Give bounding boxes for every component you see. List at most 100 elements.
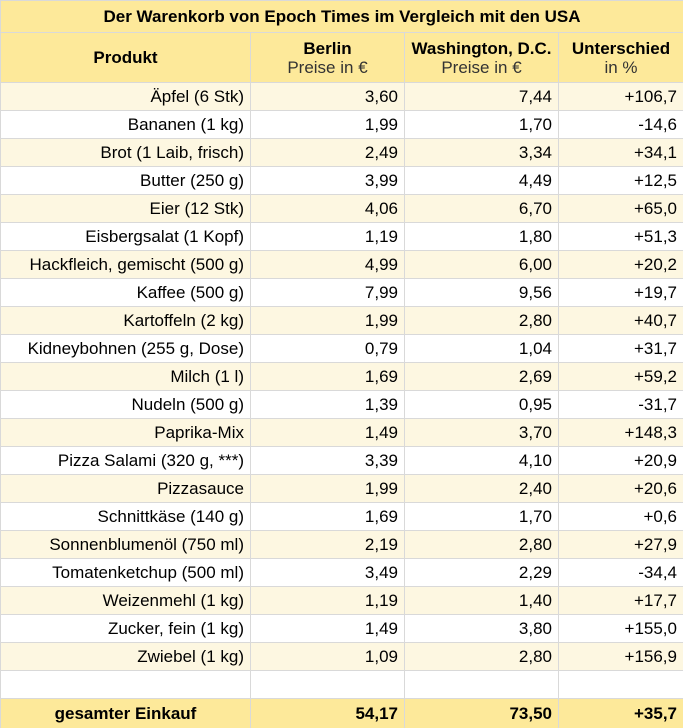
table-row: Pizza Salami (320 g, ***) 3,39 4,10 +20,9	[0, 446, 683, 475]
cell-product: Äpfel (6 Stk)	[0, 82, 251, 111]
cell-diff: +34,1	[558, 138, 683, 167]
header-washington: Washington, D.C. Preise in €	[404, 32, 559, 83]
cell-diff: +65,0	[558, 194, 683, 223]
table-row: Eier (12 Stk) 4,06 6,70 +65,0	[0, 194, 683, 223]
table-row: Hackfleich, gemischt (500 g) 4,99 6,00 +20,…	[0, 250, 683, 279]
cell-diff: +59,2	[558, 362, 683, 391]
cell-berlin: 7,99	[250, 278, 405, 307]
cell-diff: +40,7	[558, 306, 683, 335]
cell-berlin: 1,09	[250, 642, 405, 671]
table-row: Nudeln (500 g) 1,39 0,95 -31,7	[0, 390, 683, 419]
cell-diff: +0,6	[558, 502, 683, 531]
cell-washington: 4,10	[404, 446, 559, 475]
cell-berlin: 3,49	[250, 558, 405, 587]
cell-washington: 1,70	[404, 110, 559, 139]
cell-berlin: 1,99	[250, 474, 405, 503]
table-row: Schnittkäse (140 g) 1,69 1,70 +0,6	[0, 502, 683, 531]
cell-berlin: 0,79	[250, 334, 405, 363]
cell-product: Hackfleich, gemischt (500 g)	[0, 250, 251, 279]
cell-product: Butter (250 g)	[0, 166, 251, 195]
cell-berlin: 1,19	[250, 222, 405, 251]
table-row: Bananen (1 kg) 1,99 1,70 -14,6	[0, 110, 683, 139]
cell-diff: +12,5	[558, 166, 683, 195]
cell-berlin: 4,99	[250, 250, 405, 279]
spacer-row	[0, 670, 683, 699]
cell-washington: 4,49	[404, 166, 559, 195]
total-row: gesamter Einkauf 54,17 73,50 +35,7	[0, 698, 683, 728]
total-berlin: 54,17	[250, 698, 405, 728]
title-row: Der Warenkorb von Epoch Times im Verglei…	[0, 0, 683, 33]
header-diff-sub: in %	[604, 57, 638, 77]
header-berlin: Berlin Preise in €	[250, 32, 405, 83]
total-label: gesamter Einkauf	[0, 698, 251, 728]
cell-berlin: 1,49	[250, 418, 405, 447]
total-diff: +35,7	[558, 698, 683, 728]
table-row: Paprika-Mix 1,49 3,70 +148,3	[0, 418, 683, 447]
cell-product: Zwiebel (1 kg)	[0, 642, 251, 671]
cell-diff: +148,3	[558, 418, 683, 447]
cell-washington: 6,00	[404, 250, 559, 279]
cell-product: Tomatenketchup (500 ml)	[0, 558, 251, 587]
header-diff-label: Unterschied	[571, 38, 671, 58]
cell-product: Milch (1 l)	[0, 362, 251, 391]
cell-berlin: 1,69	[250, 362, 405, 391]
cell-berlin: 1,99	[250, 306, 405, 335]
cell-washington: 2,80	[404, 530, 559, 559]
cell-berlin: 1,99	[250, 110, 405, 139]
cell-product: Bananen (1 kg)	[0, 110, 251, 139]
cell-product: Weizenmehl (1 kg)	[0, 586, 251, 615]
cell-diff: +27,9	[558, 530, 683, 559]
cell-washington: 1,40	[404, 586, 559, 615]
cell-product: Sonnenblumenöl (750 ml)	[0, 530, 251, 559]
table-body: Äpfel (6 Stk) 3,60 7,44 +106,7 Bananen (1 kg…	[0, 82, 683, 671]
cell-diff: +155,0	[558, 614, 683, 643]
cell-berlin: 2,49	[250, 138, 405, 167]
cell-berlin: 1,49	[250, 614, 405, 643]
header-washington-label: Washington, D.C.	[411, 38, 552, 58]
header-berlin-sub: Preise in €	[287, 57, 368, 77]
table-row: Weizenmehl (1 kg) 1,19 1,40 +17,7	[0, 586, 683, 615]
header-berlin-label: Berlin	[303, 38, 352, 58]
cell-diff: +31,7	[558, 334, 683, 363]
cell-product: Eier (12 Stk)	[0, 194, 251, 223]
cell-berlin: 1,39	[250, 390, 405, 419]
total-washington: 73,50	[404, 698, 559, 728]
table-row: Kaffee (500 g) 7,99 9,56 +19,7	[0, 278, 683, 307]
cell-product: Pizza Salami (320 g, ***)	[0, 446, 251, 475]
cell-diff: +20,2	[558, 250, 683, 279]
header-product: Produkt	[0, 32, 251, 83]
cell-washington: 0,95	[404, 390, 559, 419]
table-row: Brot (1 Laib, frisch) 2,49 3,34 +34,1	[0, 138, 683, 167]
cell-diff: +19,7	[558, 278, 683, 307]
cell-product: Nudeln (500 g)	[0, 390, 251, 419]
cell-diff: -34,4	[558, 558, 683, 587]
header-row: Produkt Berlin Preise in € Washington, D…	[0, 32, 683, 83]
cell-product: Schnittkäse (140 g)	[0, 502, 251, 531]
cell-diff: +156,9	[558, 642, 683, 671]
table-row: Zwiebel (1 kg) 1,09 2,80 +156,9	[0, 642, 683, 671]
cell-berlin: 3,39	[250, 446, 405, 475]
cell-washington: 2,40	[404, 474, 559, 503]
cell-product: Kartoffeln (2 kg)	[0, 306, 251, 335]
table-title: Der Warenkorb von Epoch Times im Verglei…	[0, 0, 683, 33]
table-row: Milch (1 l) 1,69 2,69 +59,2	[0, 362, 683, 391]
cell-washington: 2,80	[404, 306, 559, 335]
cell-berlin: 2,19	[250, 530, 405, 559]
header-diff: Unterschied in %	[558, 32, 683, 83]
table-row: Äpfel (6 Stk) 3,60 7,44 +106,7	[0, 82, 683, 111]
cell-washington: 1,80	[404, 222, 559, 251]
cell-diff: +17,7	[558, 586, 683, 615]
header-product-label: Produkt	[93, 48, 158, 67]
cell-product: Kaffee (500 g)	[0, 278, 251, 307]
cell-washington: 9,56	[404, 278, 559, 307]
cell-product: Zucker, fein (1 kg)	[0, 614, 251, 643]
cell-berlin: 3,99	[250, 166, 405, 195]
cell-product: Eisbergsalat (1 Kopf)	[0, 222, 251, 251]
cell-product: Kidneybohnen (255 g, Dose)	[0, 334, 251, 363]
cell-washington: 1,04	[404, 334, 559, 363]
cell-washington: 3,80	[404, 614, 559, 643]
table-row: Sonnenblumenöl (750 ml) 2,19 2,80 +27,9	[0, 530, 683, 559]
table-row: Kartoffeln (2 kg) 1,99 2,80 +40,7	[0, 306, 683, 335]
cell-berlin: 1,69	[250, 502, 405, 531]
